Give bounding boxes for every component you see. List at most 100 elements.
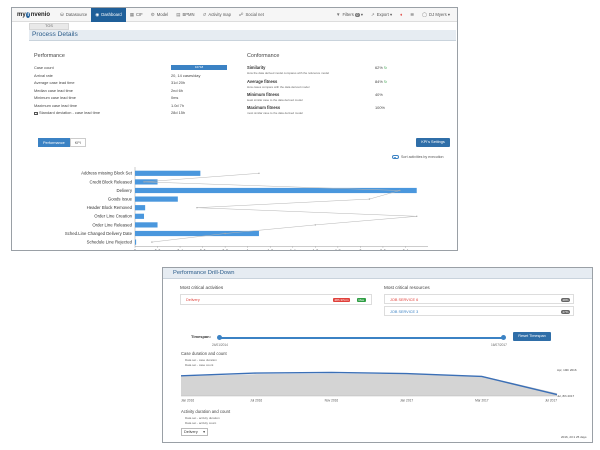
performance-label-text: Standard deviation - case lead time bbox=[39, 110, 100, 115]
nav-bpmn[interactable]: ▤ BPMN bbox=[172, 8, 198, 22]
overlay-point bbox=[143, 181, 145, 183]
x-tick-label: 1.8 bbox=[335, 248, 342, 251]
activity-duration-tag: 28h 37min bbox=[333, 298, 351, 302]
timespan-start-date: 24/01/2014 bbox=[212, 343, 228, 347]
category-label: Order Line Released bbox=[92, 222, 132, 227]
export-menu[interactable]: ↗ Export ▾ bbox=[370, 11, 393, 18]
conformance-value: 100% bbox=[375, 105, 385, 110]
dashboard-window: my i nvenio ⛁ Datasource ◉ Dashboard ▦ CIF ⚙ Mode… bbox=[11, 7, 458, 251]
performance-label-text: Average case lead time bbox=[34, 80, 75, 85]
reset-timespan-button[interactable]: Reset Timespan bbox=[513, 332, 551, 341]
process-subtab[interactable]: TOS bbox=[29, 23, 69, 30]
tab-kpi[interactable]: KPI bbox=[69, 138, 86, 147]
critical-resource-row[interactable]: JOB SERVICE 3 27% bbox=[384, 306, 574, 316]
help-button[interactable]: ☰ bbox=[406, 8, 418, 22]
case-count-area bbox=[181, 373, 557, 396]
critical-activity-name: Delivery bbox=[186, 298, 200, 302]
user-icon: ◯ bbox=[422, 11, 428, 17]
nav-right: ▼ Filters 0 ▾ ↗ Export ▾ ♦ ☰ ◯ DJ Myers … bbox=[332, 8, 457, 22]
performance-label: Arrival rate bbox=[34, 73, 53, 78]
critical-resource-row[interactable]: JOB SERVICE 6 28% bbox=[384, 294, 574, 304]
activity-bar[interactable] bbox=[135, 196, 178, 202]
activity-bar[interactable] bbox=[135, 239, 137, 245]
notifications-button[interactable]: ♦ bbox=[396, 8, 406, 22]
process-details-header: Process Details bbox=[29, 30, 456, 41]
conformance-label: Minimum fitness bbox=[247, 92, 280, 97]
nav-label: Model bbox=[156, 12, 169, 17]
overlay-point bbox=[258, 172, 260, 174]
case-duration-chart: Jan 2016 Jul 2016 Nov 2016 Jan 2017 Mar 2017… bbox=[181, 371, 558, 403]
conformance-value-text: 40% bbox=[375, 92, 383, 97]
case-x-tick-label: Jan 2016 bbox=[181, 399, 194, 403]
drilldown-header: Performance Drill-Down bbox=[163, 268, 592, 279]
activity-bar[interactable] bbox=[135, 205, 146, 211]
nav-icon: ▦ bbox=[129, 11, 134, 17]
activity-bar[interactable] bbox=[135, 222, 158, 228]
resource-name: JOB SERVICE 3 bbox=[390, 309, 419, 314]
nav-cif[interactable]: ▦ CIF bbox=[126, 8, 147, 22]
performance-label-text: Median case lead time bbox=[34, 87, 73, 93]
nav-icon: ☍ bbox=[238, 11, 244, 17]
nav-dashboard[interactable]: ◉ Dashboard bbox=[91, 8, 126, 22]
overlay-point bbox=[416, 215, 418, 217]
nav-icon: ◉ bbox=[95, 11, 100, 17]
x-tick-label: 0 bbox=[134, 248, 137, 251]
bell-icon: ♦ bbox=[400, 12, 403, 17]
checkbox-icon[interactable]: ✓ bbox=[34, 111, 38, 116]
activity-bar[interactable] bbox=[135, 213, 145, 219]
activity-bar[interactable] bbox=[135, 230, 259, 237]
activity-bar[interactable] bbox=[135, 187, 417, 194]
case-chart-title: Case duration and count bbox=[181, 351, 227, 356]
user-menu[interactable]: ◯ DJ Myers ▾ bbox=[422, 11, 450, 18]
case-legend-count[interactable]: Data set - case count bbox=[185, 363, 214, 367]
activity-select[interactable]: Delivery ▾ bbox=[181, 428, 208, 436]
timespan-end-date: 16/07/2017 bbox=[491, 343, 507, 347]
sort-toggle[interactable]: Sort activities by execution bbox=[392, 155, 444, 159]
page-title: Process Details bbox=[32, 31, 78, 38]
nav-social-net[interactable]: ☍ Social net bbox=[235, 8, 268, 22]
chart-tabs: Performance KPI bbox=[38, 138, 86, 147]
drilldown-title: Performance Drill-Down bbox=[173, 270, 235, 276]
performance-value: 28d 15h bbox=[171, 110, 186, 115]
x-tick-label: 0.8 bbox=[222, 248, 229, 251]
toggle-switch-icon[interactable] bbox=[392, 155, 399, 159]
kpi-settings-button[interactable]: KPI's Settings bbox=[416, 138, 450, 147]
case-duration-line bbox=[181, 371, 558, 396]
nav-label: Dashboard bbox=[101, 12, 122, 17]
performance-label-text: Maximum case lead time bbox=[34, 102, 78, 108]
timespan-label: Timespan: bbox=[191, 334, 211, 339]
nav-activity-map[interactable]: ↺ Activity map bbox=[199, 8, 235, 22]
drilldown-window: Performance Drill-Down Most critical act… bbox=[162, 267, 593, 443]
critical-resources-label: Most critical resources bbox=[384, 285, 430, 290]
trend-up-icon: ↻ bbox=[382, 79, 388, 84]
performance-label: Average case lead time bbox=[34, 80, 75, 85]
case-legend-duration[interactable]: Data set - case duration bbox=[185, 358, 217, 362]
performance-value: 1.0d 7h bbox=[171, 102, 184, 108]
x-tick-label: 1 bbox=[246, 248, 249, 251]
filters-menu[interactable]: ▼ Filters 0 ▾ bbox=[335, 12, 363, 17]
performance-label: Median case lead time bbox=[34, 88, 73, 93]
timespan-start-handle[interactable] bbox=[217, 335, 222, 340]
timespan-slider-track[interactable] bbox=[219, 337, 504, 339]
conformance-label: Similarity bbox=[247, 65, 266, 70]
activity-legend-duration[interactable]: Data set - activity duration bbox=[185, 416, 220, 420]
case-x-tick-label: Jan 2017 bbox=[400, 399, 413, 403]
performance-label-text: Arrival rate bbox=[34, 72, 53, 78]
performance-title: Performance bbox=[34, 53, 65, 59]
activity-max-tag: Max bbox=[357, 298, 366, 302]
activity-legend-count[interactable]: Data set - activity count bbox=[185, 421, 217, 425]
chevron-down-icon: ▾ bbox=[360, 12, 363, 17]
resource-badge: 27% bbox=[560, 309, 570, 314]
nav-model[interactable]: ⚙ Model bbox=[147, 8, 172, 22]
nav-label: Datasource bbox=[65, 12, 88, 17]
critical-activity-row[interactable]: Delivery 28h 37min Max bbox=[180, 294, 372, 305]
nav-label: CIF bbox=[135, 12, 143, 17]
chevron-down-icon: ▾ bbox=[203, 430, 205, 434]
timespan-end-handle[interactable] bbox=[501, 335, 506, 340]
export-icon: ↗ bbox=[370, 11, 375, 17]
app-logo[interactable]: my i nvenio bbox=[17, 11, 51, 18]
activity-bar[interactable] bbox=[135, 170, 201, 176]
nav-datasource[interactable]: ⛁ Datasource bbox=[56, 8, 91, 22]
conformance-title: Conformance bbox=[247, 53, 280, 59]
tab-performance[interactable]: Performance bbox=[38, 138, 70, 147]
